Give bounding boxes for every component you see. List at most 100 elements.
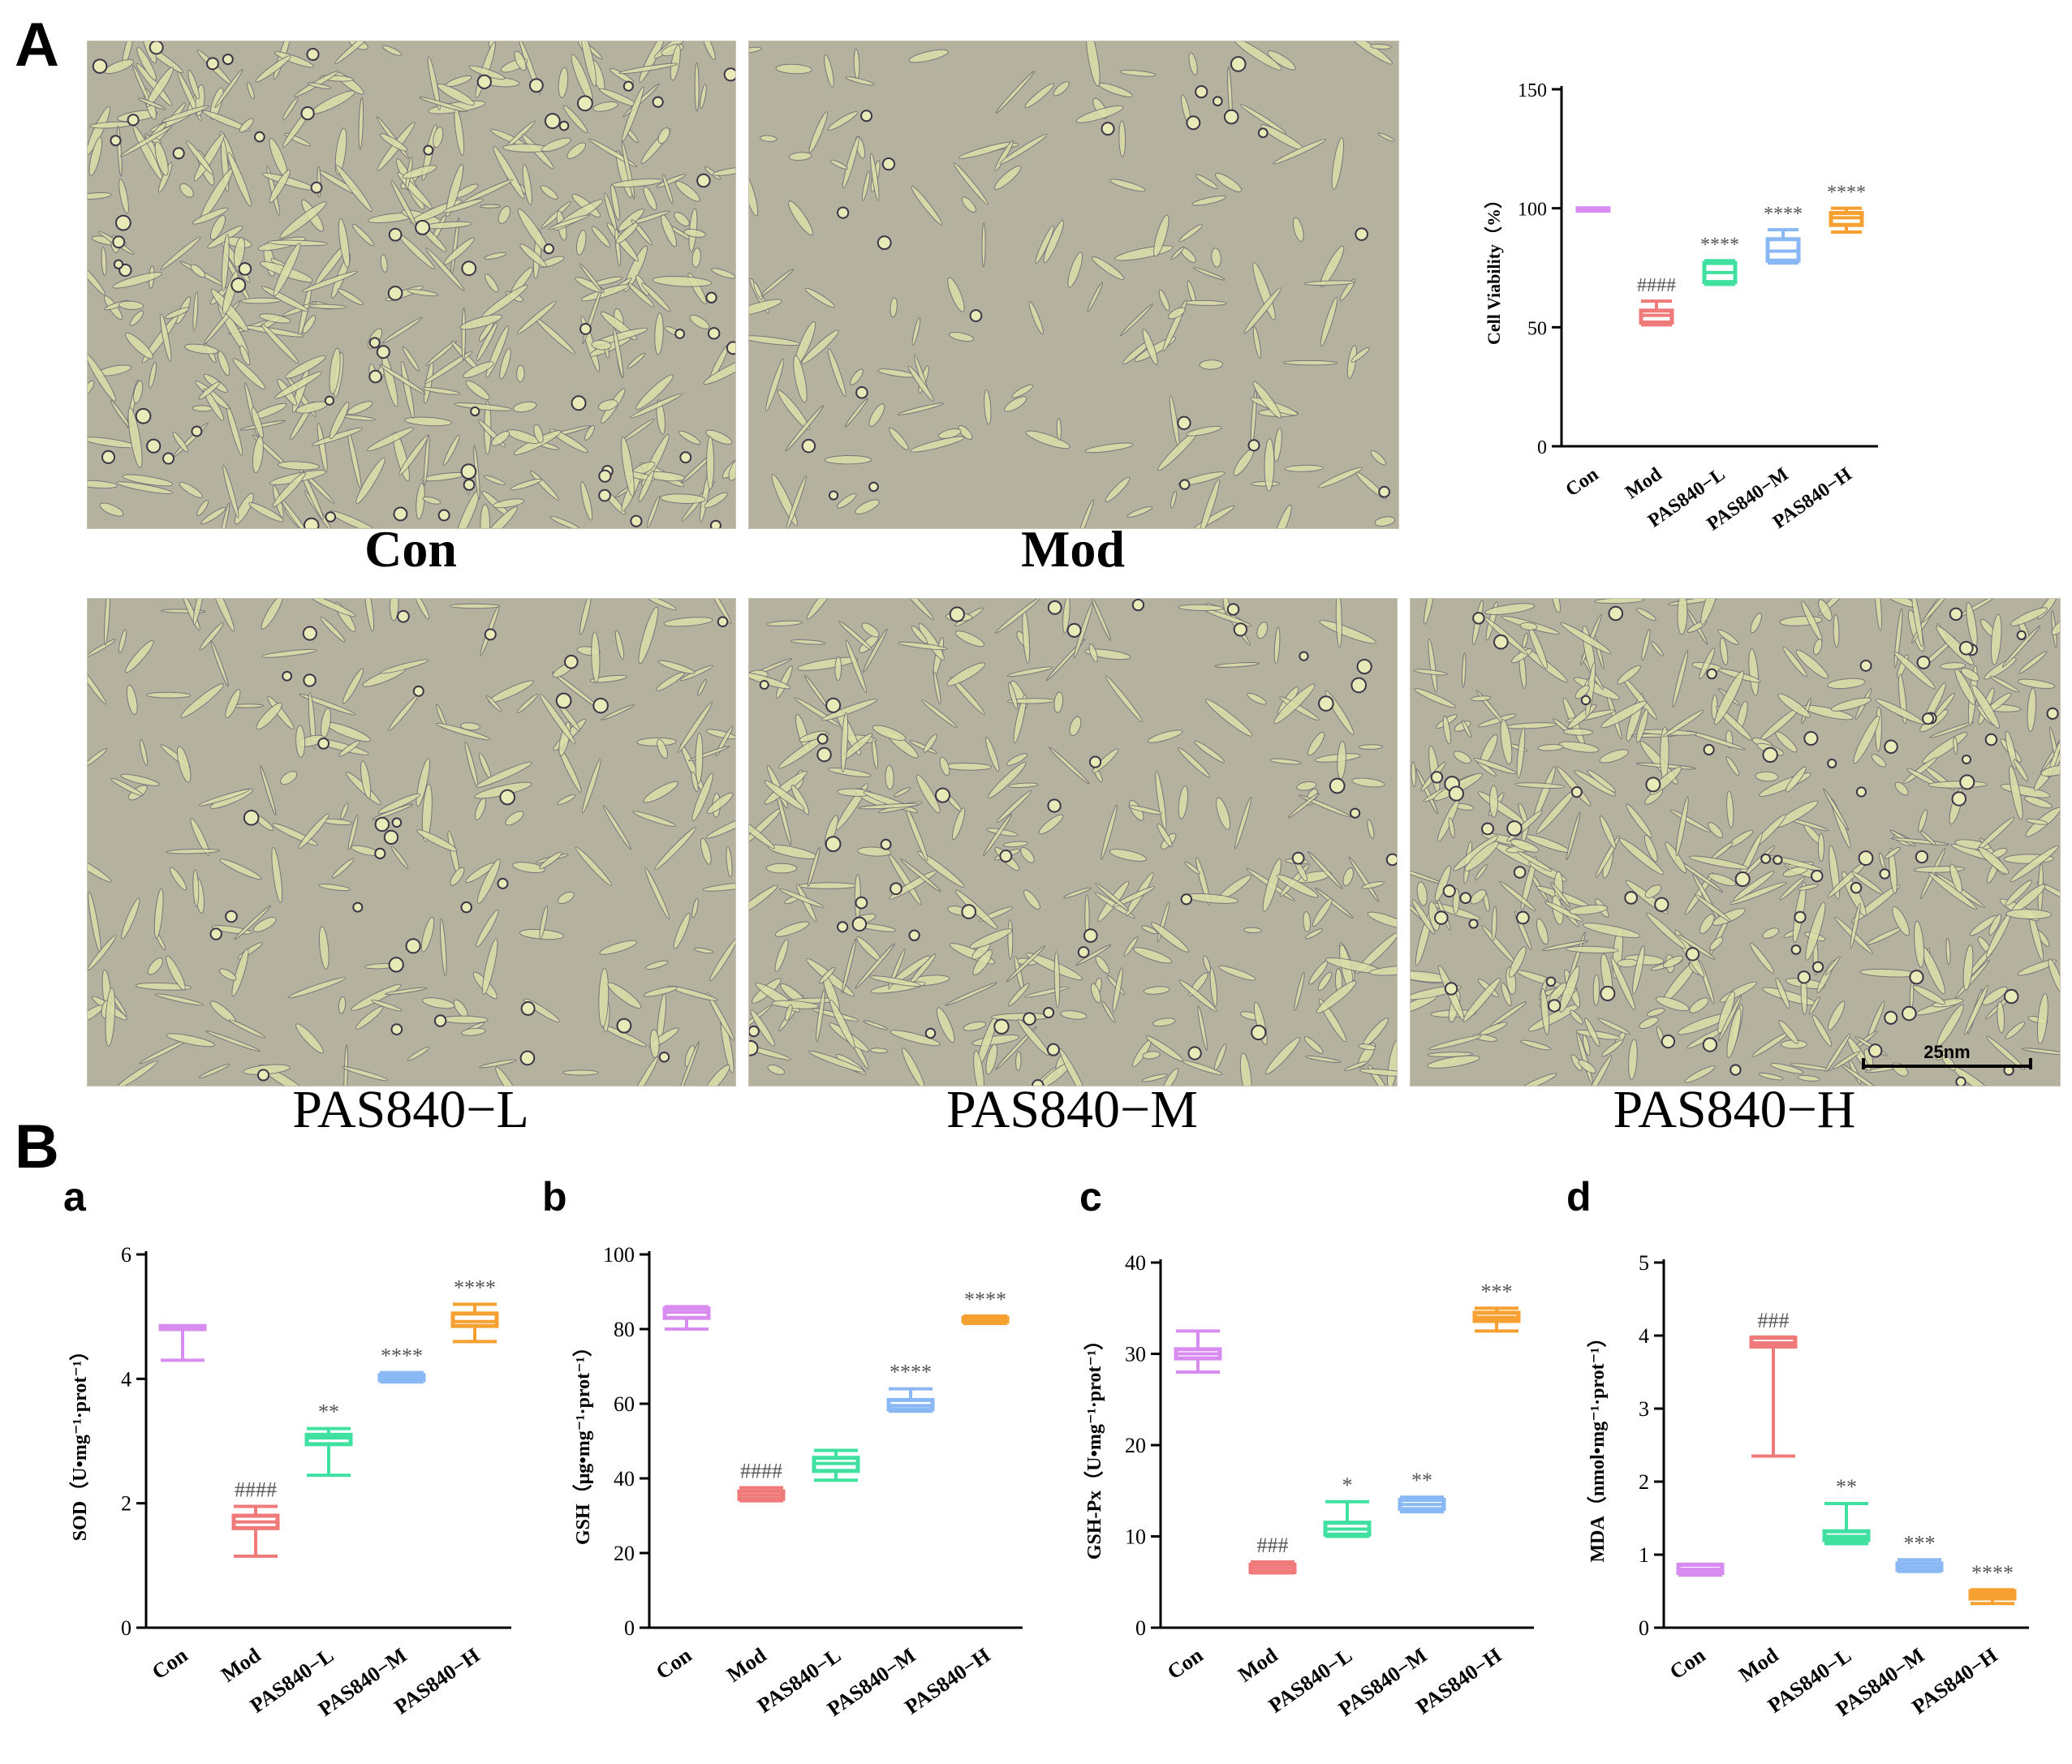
- cell-spindle: [993, 166, 1022, 190]
- cell-spindle: [1730, 881, 1787, 905]
- cell-spindle: [1213, 1043, 1227, 1071]
- cell-spindle: [136, 62, 173, 106]
- box-5: [1968, 1588, 2017, 1606]
- cell-spindle: [118, 179, 129, 214]
- cell-round: [1131, 599, 1145, 612]
- cell-spindle: [1143, 986, 1170, 995]
- cell-round: [206, 57, 219, 71]
- cell-spindle: [105, 987, 116, 1047]
- cell-spindle: [1811, 1014, 1833, 1047]
- cell-round: [1066, 622, 1082, 638]
- cell-spindle: [1002, 841, 1028, 848]
- cell-spindle: [1273, 504, 1292, 528]
- cell-spindle: [581, 759, 601, 814]
- cell-round: [528, 78, 544, 93]
- cell-spindle: [381, 45, 403, 56]
- cell-spindle: [1428, 1035, 1482, 1051]
- cell-spindle: [658, 660, 696, 674]
- cell-spindle: [1726, 1008, 1742, 1058]
- cell-spindle: [705, 599, 732, 625]
- cell-spindle: [869, 1048, 889, 1054]
- cell-spindle: [232, 358, 266, 390]
- cell-spindle: [516, 364, 525, 382]
- cell-spindle: [1053, 951, 1061, 1009]
- cell-spindle: [786, 475, 807, 528]
- cell-spindle: [844, 398, 868, 428]
- cell-spindle: [1320, 296, 1338, 347]
- cell-round: [1291, 851, 1305, 865]
- cell-spindle: [1976, 816, 2015, 851]
- cell-spindle: [656, 174, 687, 188]
- cell-spindle: [644, 960, 669, 970]
- cell-spindle: [1049, 746, 1090, 785]
- cell-spindle: [1889, 847, 1898, 894]
- cell-spindle: [274, 51, 314, 68]
- category-label: Con: [652, 1643, 696, 1684]
- cell-spindle: [790, 639, 826, 645]
- cell-round: [592, 697, 609, 714]
- cell-round: [1955, 1076, 1966, 1086]
- cell-spindle: [674, 212, 690, 227]
- cell-round: [135, 407, 152, 424]
- cell-spindle: [1350, 346, 1370, 363]
- cell-spindle: [1004, 396, 1027, 412]
- cell-spindle: [1491, 906, 1497, 941]
- cell-spindle: [712, 166, 735, 176]
- cell-spindle: [1105, 675, 1143, 723]
- box-2: [231, 1504, 280, 1558]
- cell-spindle: [442, 434, 460, 466]
- cell-field: [749, 599, 1397, 1086]
- category-label: PAS840−H: [1411, 1643, 1506, 1719]
- cell-spindle: [443, 237, 475, 265]
- cell-spindle: [1988, 914, 2002, 936]
- cell-spindle: [493, 145, 525, 200]
- cell-spindle: [1184, 861, 1200, 875]
- cell-spindle: [101, 247, 107, 277]
- y-tick-label: 80: [614, 1318, 635, 1341]
- box-5: [1472, 1306, 1521, 1333]
- cell-spindle: [422, 496, 442, 505]
- cell-spindle: [615, 222, 639, 244]
- box-1: [1575, 206, 1611, 213]
- cell-spindle: [902, 1048, 925, 1086]
- panel-letter-a: A: [15, 11, 59, 80]
- significance-label: ####: [740, 1460, 782, 1483]
- cell-round: [816, 733, 829, 745]
- cell-spindle: [1725, 756, 1740, 776]
- category-label: Con: [148, 1643, 192, 1684]
- cell-spindle: [1699, 914, 1715, 934]
- box-5: [961, 1314, 1010, 1326]
- cell-round: [1077, 946, 1090, 958]
- cell-round: [1949, 607, 1963, 622]
- cell-round: [1180, 893, 1193, 906]
- cell-spindle: [1871, 754, 1887, 768]
- cell-round: [1448, 785, 1464, 802]
- cell-spindle: [1892, 906, 1910, 936]
- cell-spindle: [777, 389, 810, 431]
- cell-round: [576, 95, 593, 112]
- cell-spindle: [1936, 626, 1974, 665]
- cell-spindle: [1945, 937, 1951, 966]
- cell-spindle: [657, 738, 668, 759]
- micrograph-background: [749, 599, 1397, 1086]
- cell-round: [1884, 739, 1898, 755]
- cell-spindle: [999, 134, 1048, 165]
- cell-spindle: [1601, 1039, 1624, 1057]
- cell-spindle: [691, 897, 699, 919]
- cell-round: [1444, 982, 1458, 996]
- y-tick-label: 0: [1537, 437, 1547, 458]
- cell-spindle: [816, 989, 825, 1043]
- chart-sod: 0246SOD（U•mg⁻¹·prot⁻¹）Con####Mod**PAS840…: [69, 1243, 511, 1721]
- cell-spindle: [1007, 919, 1014, 960]
- cell-spindle: [110, 777, 144, 797]
- cell-spindle: [778, 888, 825, 908]
- cell-spindle: [462, 361, 494, 379]
- cell-spindle: [749, 884, 778, 919]
- cell-spindle: [1662, 709, 1704, 738]
- cell-spindle: [1178, 604, 1224, 612]
- cell-spindle: [1264, 437, 1275, 492]
- cell-spindle: [937, 428, 962, 439]
- cell-spindle: [1211, 247, 1221, 268]
- cell-spindle: [459, 314, 503, 330]
- cell-spindle: [1294, 971, 1305, 1011]
